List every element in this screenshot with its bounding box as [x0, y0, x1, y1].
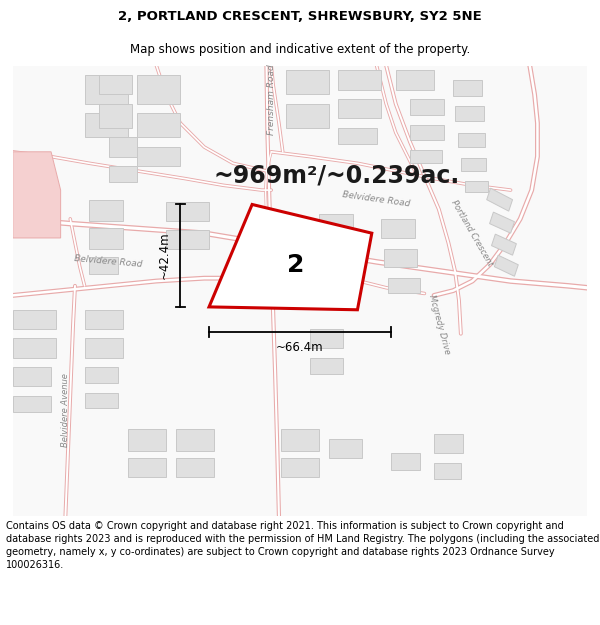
Polygon shape — [319, 214, 353, 233]
Polygon shape — [391, 453, 419, 469]
Polygon shape — [109, 166, 137, 182]
Text: 2, PORTLAND CRESCENT, SHREWSBURY, SY2 5NE: 2, PORTLAND CRESCENT, SHREWSBURY, SY2 5N… — [118, 10, 482, 23]
Polygon shape — [286, 104, 329, 128]
Polygon shape — [310, 329, 343, 348]
Polygon shape — [382, 219, 415, 238]
Text: 2: 2 — [287, 253, 304, 277]
Polygon shape — [85, 114, 128, 138]
Polygon shape — [85, 368, 118, 384]
Polygon shape — [128, 458, 166, 478]
Polygon shape — [89, 199, 123, 221]
Polygon shape — [455, 106, 484, 121]
Polygon shape — [494, 255, 518, 276]
Polygon shape — [99, 104, 133, 128]
Polygon shape — [453, 80, 482, 96]
Polygon shape — [209, 204, 372, 310]
Polygon shape — [310, 357, 343, 374]
Text: Mcgredy Drive: Mcgredy Drive — [427, 293, 451, 355]
Polygon shape — [85, 393, 118, 408]
Text: Contains OS data © Crown copyright and database right 2021. This information is : Contains OS data © Crown copyright and d… — [6, 521, 599, 571]
Text: Map shows position and indicative extent of the property.: Map shows position and indicative extent… — [130, 42, 470, 56]
Polygon shape — [281, 429, 319, 451]
Polygon shape — [384, 249, 417, 267]
Polygon shape — [329, 439, 362, 458]
Polygon shape — [13, 310, 56, 329]
Polygon shape — [13, 396, 51, 412]
Polygon shape — [85, 75, 128, 104]
Polygon shape — [137, 75, 181, 104]
Polygon shape — [410, 150, 442, 163]
Polygon shape — [281, 458, 319, 478]
Polygon shape — [286, 71, 329, 94]
Polygon shape — [13, 152, 61, 238]
Polygon shape — [85, 339, 123, 357]
Text: ~66.4m: ~66.4m — [276, 341, 324, 354]
Polygon shape — [396, 71, 434, 89]
Polygon shape — [388, 278, 419, 294]
Polygon shape — [85, 310, 123, 329]
Text: Belvidere Road: Belvidere Road — [342, 191, 411, 209]
Polygon shape — [176, 429, 214, 451]
Polygon shape — [461, 159, 486, 171]
Polygon shape — [137, 114, 181, 138]
Polygon shape — [13, 339, 56, 357]
Polygon shape — [490, 212, 514, 233]
Text: Portland Crescent: Portland Crescent — [450, 199, 495, 268]
Polygon shape — [13, 368, 51, 386]
Polygon shape — [128, 429, 166, 451]
Polygon shape — [434, 434, 463, 453]
Polygon shape — [166, 230, 209, 249]
Polygon shape — [99, 75, 133, 94]
Text: Belvidere Road: Belvidere Road — [74, 254, 143, 269]
Text: Belvidere Avenue: Belvidere Avenue — [61, 373, 70, 448]
Text: ~42.4m: ~42.4m — [158, 232, 171, 279]
Polygon shape — [319, 242, 353, 262]
Polygon shape — [434, 463, 461, 479]
Polygon shape — [89, 228, 123, 249]
Polygon shape — [410, 99, 443, 116]
Polygon shape — [338, 128, 377, 144]
Polygon shape — [109, 138, 137, 157]
Polygon shape — [338, 99, 382, 118]
Polygon shape — [491, 234, 517, 255]
Text: Frensham Road: Frensham Road — [267, 64, 276, 134]
Polygon shape — [137, 147, 181, 166]
Polygon shape — [89, 257, 118, 274]
Polygon shape — [487, 188, 512, 211]
Polygon shape — [338, 71, 382, 89]
Polygon shape — [458, 132, 485, 147]
Polygon shape — [464, 181, 488, 192]
Polygon shape — [410, 125, 443, 140]
Polygon shape — [166, 202, 209, 221]
Polygon shape — [176, 458, 214, 478]
Text: ~969m²/~0.239ac.: ~969m²/~0.239ac. — [214, 164, 460, 188]
